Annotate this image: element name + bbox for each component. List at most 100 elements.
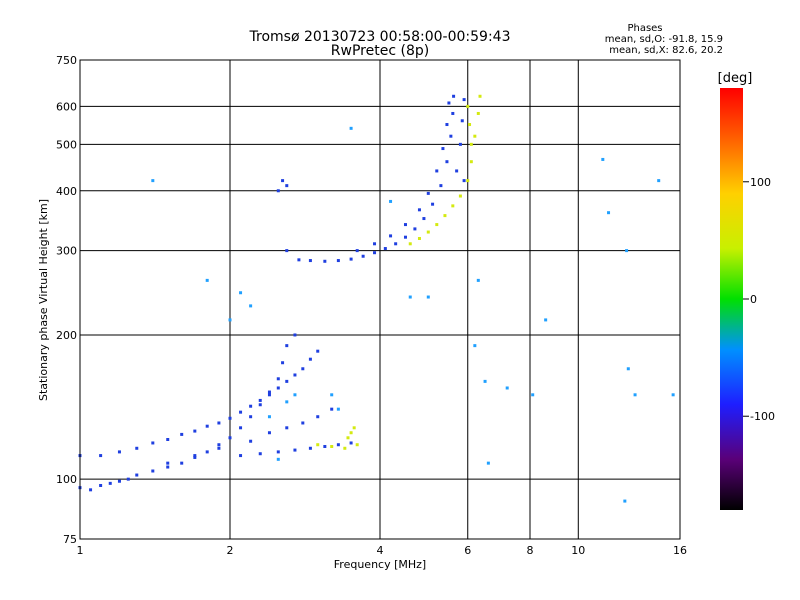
data-point	[267, 431, 271, 435]
data-point	[217, 446, 221, 450]
data-point	[330, 407, 334, 411]
data-point	[346, 436, 350, 440]
data-point	[455, 169, 459, 173]
data-point	[355, 443, 359, 447]
stats-line-o: mean, sd,O: -91.8, 15.9	[605, 34, 723, 45]
data-point	[383, 247, 387, 251]
data-point	[180, 461, 184, 465]
data-point	[267, 393, 271, 397]
data-point	[460, 119, 464, 123]
data-point	[458, 142, 462, 146]
data-point	[478, 94, 482, 98]
data-point	[330, 444, 334, 448]
data-point	[249, 304, 253, 308]
data-point	[281, 361, 285, 365]
chart-title: Tromsø 20130723 00:58:00-00:59:43	[249, 29, 511, 45]
data-point	[301, 421, 305, 425]
data-point	[468, 123, 472, 127]
data-point	[258, 403, 262, 407]
data-point	[625, 249, 629, 253]
data-point	[422, 217, 426, 221]
data-point	[228, 436, 232, 440]
data-point	[413, 227, 417, 231]
data-point	[445, 123, 449, 127]
data-point	[285, 184, 289, 188]
data-point	[349, 257, 353, 261]
data-point	[323, 259, 327, 263]
data-point	[352, 426, 356, 430]
data-point	[323, 444, 327, 448]
data-point	[469, 142, 473, 146]
data-point	[217, 421, 221, 425]
data-point	[469, 160, 473, 164]
data-point	[276, 450, 280, 454]
data-point	[308, 259, 312, 263]
x-tick-label: 2	[227, 544, 234, 557]
data-point	[544, 318, 548, 322]
data-point	[293, 373, 297, 377]
data-point	[451, 204, 455, 208]
data-point	[336, 259, 340, 263]
data-point	[458, 194, 462, 198]
data-point	[408, 242, 412, 246]
data-point	[441, 147, 445, 151]
data-point	[228, 318, 232, 322]
data-point	[117, 450, 121, 454]
data-point	[349, 441, 353, 445]
data-point	[657, 179, 661, 183]
data-point	[99, 483, 103, 487]
data-point	[276, 386, 280, 390]
y-tick-label: 400	[56, 185, 77, 198]
x-tick-label: 6	[464, 544, 471, 557]
data-point	[258, 398, 262, 402]
data-point	[452, 94, 456, 98]
data-point	[389, 234, 393, 238]
data-point	[151, 441, 155, 445]
data-point	[249, 439, 253, 443]
data-point	[151, 179, 155, 183]
data-point	[447, 101, 451, 105]
y-axis-label: Stationary phase Virtual Height [km]	[37, 199, 50, 401]
data-point	[373, 251, 377, 255]
data-point	[285, 379, 289, 383]
data-point	[462, 179, 466, 183]
data-point	[151, 469, 155, 473]
y-tick-label: 750	[56, 54, 77, 67]
data-point	[285, 400, 289, 404]
data-point	[462, 98, 466, 102]
data-point	[671, 393, 675, 397]
data-point	[117, 479, 121, 483]
data-point	[308, 446, 312, 450]
data-point	[285, 344, 289, 348]
data-point	[451, 111, 455, 115]
data-point	[426, 295, 430, 299]
data-point	[249, 415, 253, 419]
data-point	[316, 349, 320, 353]
x-axis-label: Frequency [MHz]	[334, 558, 426, 571]
data-point	[330, 393, 334, 397]
data-point	[349, 126, 353, 130]
data-point	[316, 415, 320, 419]
data-point	[473, 344, 477, 348]
y-tick-label: 300	[56, 245, 77, 258]
data-point	[431, 202, 435, 206]
data-point	[607, 211, 611, 215]
data-point	[336, 443, 340, 447]
data-point	[239, 291, 243, 295]
data-point	[626, 367, 630, 371]
colorbar-tick-label: 100	[750, 176, 771, 189]
x-tick-label: 1	[77, 544, 84, 557]
y-tick-label: 500	[56, 138, 77, 151]
data-point	[267, 415, 271, 419]
data-point	[394, 242, 398, 246]
data-point	[349, 431, 353, 435]
data-point	[293, 393, 297, 397]
data-point	[483, 379, 487, 383]
data-point	[205, 424, 209, 428]
data-point	[135, 473, 139, 477]
data-point	[193, 454, 197, 458]
data-point	[108, 481, 112, 485]
data-point	[239, 410, 243, 414]
data-point	[355, 249, 359, 253]
colorbar-tick-label: 0	[750, 293, 757, 306]
